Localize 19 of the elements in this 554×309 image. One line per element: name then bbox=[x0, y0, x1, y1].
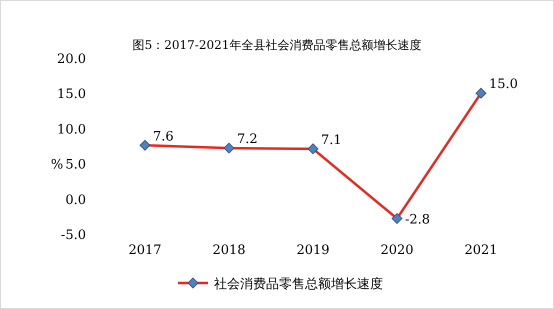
data-label: 7.6 bbox=[153, 129, 174, 144]
y-tick-label: 10.0 bbox=[57, 122, 86, 138]
x-tick-label: 2019 bbox=[296, 243, 330, 258]
x-tick-label: 2018 bbox=[212, 243, 246, 258]
data-label: 7.1 bbox=[321, 132, 342, 148]
y-tick-label: 5.0 bbox=[65, 158, 86, 173]
data-label: -2.8 bbox=[405, 212, 430, 228]
y-tick-label: 15.0 bbox=[57, 87, 86, 102]
y-axis-title: % bbox=[50, 158, 64, 173]
y-tick-label: 20.0 bbox=[57, 52, 86, 67]
chart-title: 图5：2017-2021年全县社会消费品零售总额增长速度 bbox=[132, 38, 422, 52]
data-label: 15.0 bbox=[489, 77, 518, 92]
x-tick-label: 2021 bbox=[464, 243, 498, 258]
x-tick-label: 2020 bbox=[380, 243, 414, 258]
data-label: 7.2 bbox=[237, 132, 258, 148]
x-tick-label: 2017 bbox=[128, 243, 162, 258]
legend-label: 社会消费品零售总额增长速度 bbox=[214, 276, 383, 292]
y-tick-label: 0.0 bbox=[65, 192, 86, 208]
y-tick-label: -5.0 bbox=[60, 228, 86, 243]
